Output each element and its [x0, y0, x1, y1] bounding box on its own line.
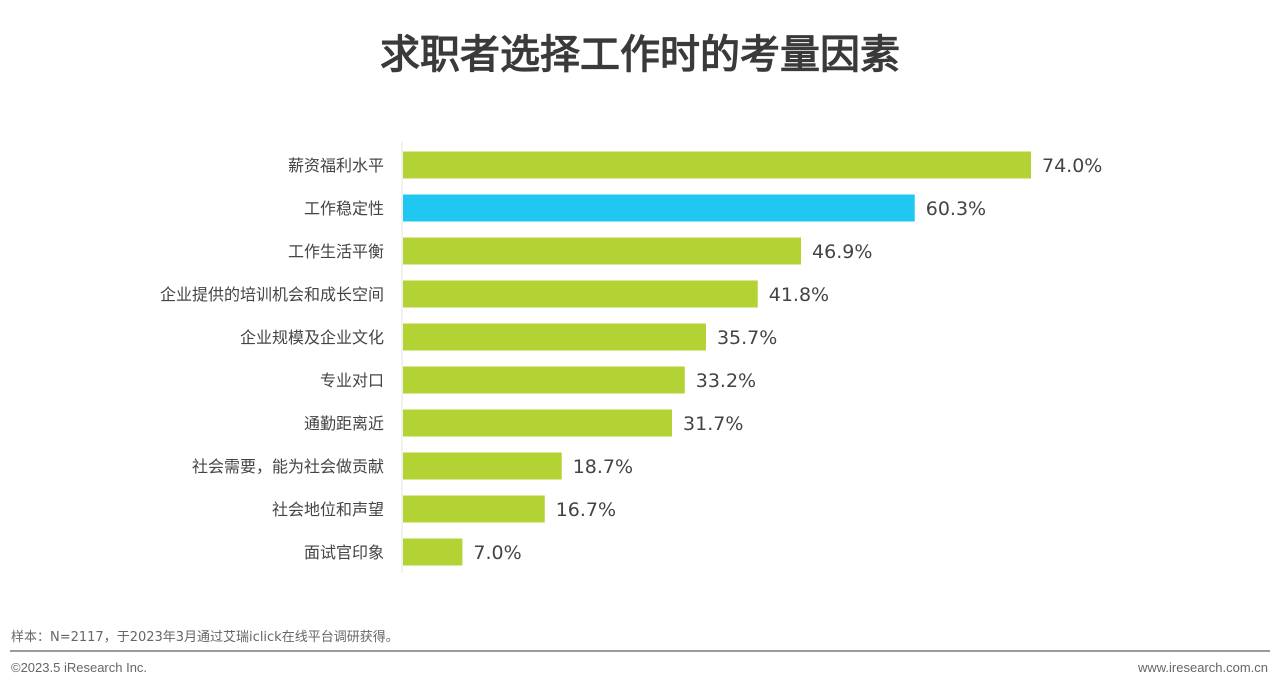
- bar: [403, 280, 758, 308]
- copyright: ©2023.5 iResearch Inc.: [11, 660, 148, 675]
- sample-note: 样本：N=2117，于2023年3月通过艾瑞iclick在线平台调研获得。: [11, 630, 399, 645]
- category-label: 工作生活平衡: [288, 242, 384, 261]
- footer-divider: [10, 650, 1270, 652]
- value-label: 60.3%: [926, 198, 986, 220]
- bar: [403, 452, 562, 480]
- bar: [403, 237, 802, 265]
- category-label: 社会地位和声望: [272, 500, 384, 519]
- bar: [403, 409, 673, 437]
- value-label: 33.2%: [696, 370, 756, 392]
- value-label: 31.7%: [683, 413, 743, 435]
- chart-title: 求职者选择工作时的考量因素: [380, 32, 900, 78]
- category-label: 薪资福利水平: [288, 156, 384, 175]
- category-label: 专业对口: [320, 371, 384, 390]
- bar: [403, 194, 915, 222]
- bar: [403, 151, 1031, 179]
- category-label: 工作稳定性: [304, 199, 384, 218]
- bar-chart: 薪资福利水平 74.0% 工作稳定性 60.3% 工作生活平衡 46.9% 企业提供的培训机…: [160, 142, 1102, 573]
- value-label: 35.7%: [717, 327, 777, 349]
- value-label: 7.0%: [473, 542, 521, 564]
- bar: [403, 366, 685, 394]
- value-label: 41.8%: [769, 284, 829, 306]
- category-label: 社会需要，能为社会做贡献: [192, 457, 384, 476]
- value-label: 46.9%: [812, 241, 872, 263]
- value-label: 16.7%: [556, 499, 616, 521]
- website: www.iresearch.com.cn: [1137, 660, 1268, 675]
- category-label: 通勤距离近: [304, 414, 384, 433]
- category-label: 企业提供的培训机会和成长空间: [160, 285, 384, 304]
- bar: [403, 495, 545, 523]
- category-label: 企业规模及企业文化: [240, 328, 384, 347]
- bar: [403, 538, 463, 566]
- bar: [403, 323, 706, 351]
- value-label: 74.0%: [1042, 155, 1102, 177]
- category-label: 面试官印象: [304, 543, 384, 562]
- value-label: 18.7%: [573, 456, 633, 478]
